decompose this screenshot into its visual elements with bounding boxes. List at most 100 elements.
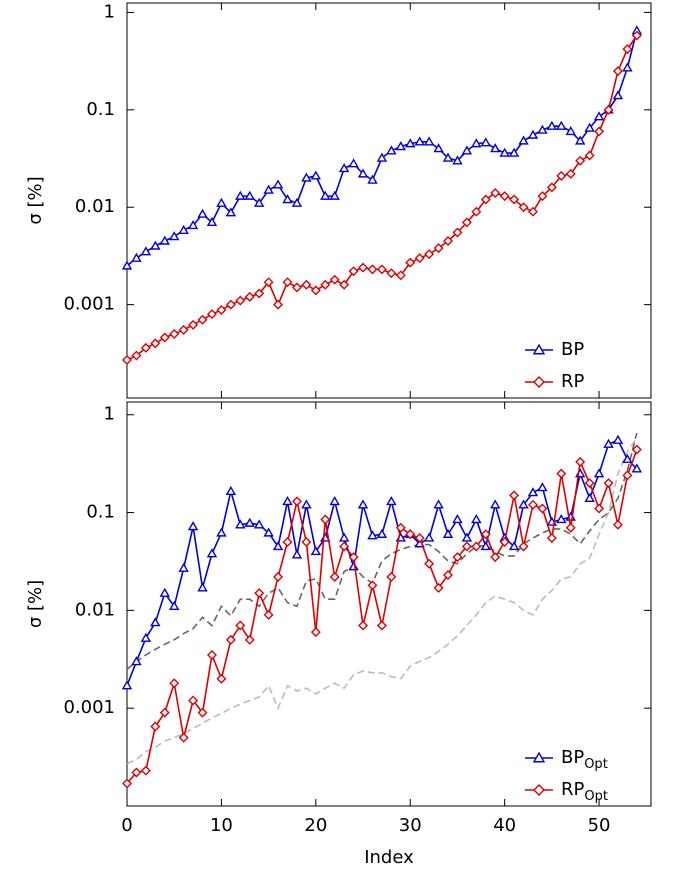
data-point [187, 521, 199, 531]
reference-line [126, 432, 638, 670]
data-point [395, 270, 406, 281]
data-point [508, 541, 520, 551]
data-point [574, 135, 586, 145]
data-point [527, 499, 538, 510]
data-point [480, 541, 491, 551]
data-point [169, 678, 180, 689]
data-point [159, 235, 170, 245]
data-point [301, 537, 312, 547]
data-point [622, 62, 633, 72]
data-point [622, 453, 633, 464]
data-point [348, 552, 359, 563]
data-point [131, 767, 142, 778]
data-point [386, 145, 397, 155]
data-point [338, 163, 350, 173]
data-point [452, 227, 463, 238]
data-point [178, 732, 189, 743]
legend-label: BPOpt [561, 747, 608, 772]
data-point [376, 528, 388, 538]
data-point [631, 444, 642, 455]
data-point [310, 546, 322, 556]
data-point [594, 503, 605, 514]
data-point [216, 527, 227, 537]
data-point [187, 220, 199, 230]
data-point [320, 279, 331, 290]
data-point [329, 571, 340, 582]
data-point [490, 188, 501, 198]
data-point [461, 217, 472, 228]
data-point [622, 470, 633, 481]
data-point [291, 496, 302, 507]
plot-frame [126, 401, 652, 807]
data-point [490, 499, 501, 509]
data-point [121, 260, 133, 270]
data-point [329, 274, 340, 285]
data-point [471, 514, 482, 524]
data-point [452, 514, 463, 524]
data-point [565, 168, 576, 179]
data-point [461, 541, 472, 552]
data-point [263, 527, 274, 537]
data-point [150, 617, 161, 627]
data-point [348, 266, 359, 277]
data-point [263, 277, 274, 288]
data-point [376, 152, 388, 162]
data-point [414, 136, 425, 146]
data-point [197, 582, 208, 592]
data-point [367, 174, 378, 184]
legend-name: RP [561, 371, 585, 392]
data-point [169, 231, 180, 241]
data-point [159, 707, 170, 718]
data-point [499, 537, 510, 547]
data-point [367, 580, 378, 591]
data-point [235, 519, 246, 529]
data-point [244, 291, 255, 302]
data-point [178, 224, 189, 234]
data-point [612, 519, 623, 530]
y-tick-label: 1 [104, 404, 115, 425]
data-point [490, 143, 501, 153]
data-point [546, 182, 557, 193]
data-point [272, 179, 284, 189]
data-point [527, 206, 538, 217]
data-point [178, 324, 189, 335]
data-point [188, 695, 199, 706]
data-point [471, 206, 482, 217]
data-point [310, 170, 322, 180]
data-point [320, 190, 331, 200]
data-point [244, 517, 255, 527]
data-point [376, 264, 387, 275]
data-point [433, 143, 444, 153]
x-tick-label: 20 [304, 815, 327, 836]
y-tick-label: 0.01 [75, 599, 115, 620]
y-tick-label: 0.001 [63, 697, 115, 718]
data-point [518, 202, 529, 213]
data-point [367, 530, 378, 540]
data-point [405, 257, 416, 268]
data-point [556, 170, 567, 181]
data-point [537, 124, 548, 134]
data-point [556, 468, 567, 479]
data-point [556, 514, 567, 524]
data-point [574, 468, 586, 478]
data-point [603, 438, 614, 448]
data-point [622, 44, 633, 55]
data-point [282, 496, 293, 506]
data-point [499, 191, 510, 202]
data-point [518, 541, 529, 552]
data-point [405, 529, 416, 540]
data-point [358, 620, 369, 631]
data-point [556, 120, 567, 130]
data-point [339, 541, 350, 552]
data-point [518, 499, 529, 509]
data-point [140, 765, 151, 776]
data-point [443, 236, 453, 247]
data-point [197, 208, 208, 218]
data-point [140, 342, 151, 353]
data-point [442, 152, 454, 162]
y-tick-label: 1 [104, 1, 115, 22]
data-point [310, 627, 321, 638]
data-point [216, 305, 227, 316]
